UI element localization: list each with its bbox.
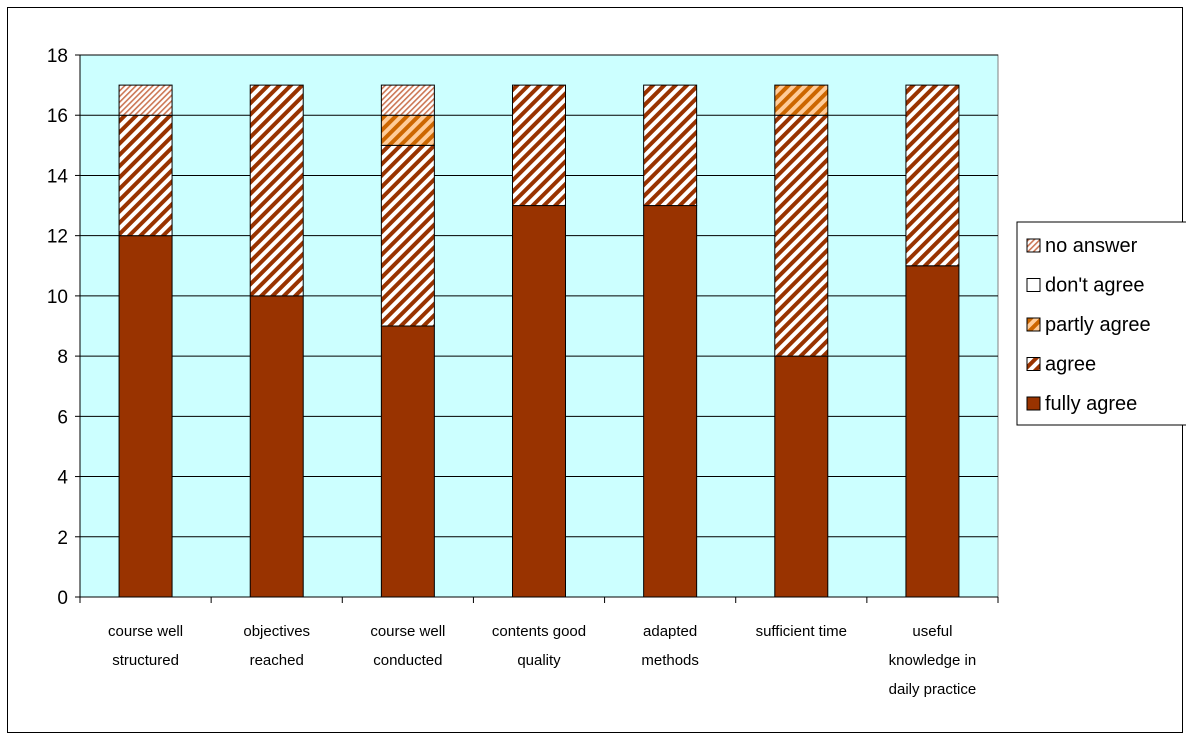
bar-segment-fully-agree [512, 205, 566, 598]
x-tick-label: course well [370, 623, 445, 640]
legend-box [1016, 221, 1186, 426]
bar-segment-fully-agree [643, 205, 698, 598]
legend-label-partly-agree: partly agree [1045, 314, 1151, 336]
y-tick-label: 16 [47, 106, 68, 127]
y-tick-label: 14 [47, 166, 69, 187]
x-tick-label: contents good [492, 623, 586, 640]
bar-segment-agree [118, 114, 173, 237]
bar-segment-agree [380, 144, 435, 327]
legend-swatch-agree [1026, 357, 1041, 371]
legend-label-don-t-agree: don't agree [1045, 275, 1144, 297]
y-tick-label: 0 [57, 588, 68, 609]
bar-segment-fully-agree [905, 265, 960, 598]
legend-label-agree: agree [1045, 354, 1096, 376]
y-tick-label: 8 [57, 347, 68, 368]
x-tick-label: quality [517, 652, 561, 669]
axes: 0 2 4 6 8 10 12 14 16 18 course well structured obje… [47, 46, 999, 698]
y-tick-label: 6 [57, 407, 68, 428]
bars [118, 84, 960, 598]
bar-segment-partly-agree [380, 114, 435, 146]
x-tick-label: sufficient time [756, 623, 847, 640]
bar-segment-agree [512, 84, 566, 207]
bar-segment-agree [643, 84, 698, 207]
bar-segment-fully-agree [249, 295, 304, 598]
legend-swatch-fully-agree [1026, 396, 1041, 411]
bar-segment-no-answer [118, 84, 173, 116]
x-tick-label: useful [912, 623, 952, 640]
bar-segment-fully-agree [380, 325, 435, 598]
x-tick-label: daily practice [889, 681, 977, 698]
legend-swatch-no-answer [1026, 238, 1041, 253]
legend-label-no-answer: no answer [1045, 235, 1138, 257]
x-tick-label: knowledge in [889, 652, 977, 669]
y-tick-label: 18 [47, 46, 68, 67]
bar-segment-agree [249, 84, 304, 297]
x-tick-label: adapted [643, 623, 697, 640]
bar-segment-agree [905, 84, 960, 267]
legend-label-fully-agree: fully agree [1045, 393, 1137, 415]
bar-segment-partly-agree [774, 84, 829, 116]
x-tick-label: methods [641, 652, 699, 669]
x-tick-label: structured [112, 652, 179, 669]
legend-swatch-don-t-agree [1026, 278, 1041, 292]
x-tick-label: conducted [373, 652, 442, 669]
bar-segment-fully-agree [118, 235, 173, 598]
bar-segment-agree [774, 114, 829, 357]
y-tick-label: 4 [57, 468, 68, 489]
x-tick-label: reached [250, 652, 304, 669]
y-tick-label: 2 [57, 528, 68, 549]
x-tick-label: objectives [243, 623, 310, 640]
bar-segment-fully-agree [774, 355, 829, 598]
legend-swatch-partly-agree [1026, 317, 1041, 332]
x-tick-label: course well [108, 623, 183, 640]
y-tick-label: 12 [47, 227, 68, 248]
legend: no answer don't agree partly agree agree ful… [1016, 221, 1186, 426]
y-tick-label: 10 [47, 287, 68, 308]
bar-segment-no-answer [380, 84, 435, 116]
